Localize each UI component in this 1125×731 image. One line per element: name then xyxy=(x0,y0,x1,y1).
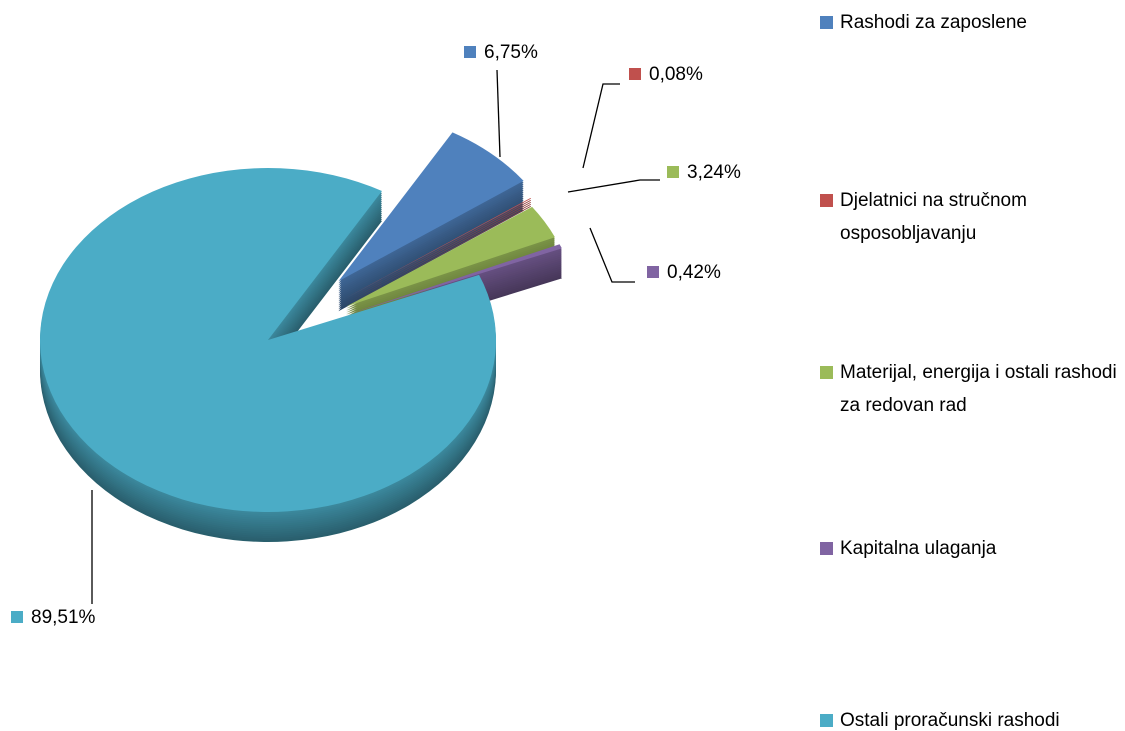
data-label: 6,75% xyxy=(484,42,538,63)
leader-line xyxy=(582,83,620,169)
legend-label: Ostali proračunski rashodi xyxy=(840,710,1060,731)
data-label: 3,24% xyxy=(687,162,741,183)
slice xyxy=(345,197,532,299)
leader-line xyxy=(567,179,660,193)
legend-swatch xyxy=(820,714,833,727)
legend-swatch xyxy=(820,16,833,29)
slice xyxy=(40,168,496,512)
label-swatch xyxy=(629,68,641,80)
label-swatch xyxy=(464,46,476,58)
legend-swatch xyxy=(820,194,833,207)
data-label: 0,08% xyxy=(649,64,703,85)
legend-label: Rashodi za zaposlene xyxy=(840,12,1027,33)
legend-swatch xyxy=(820,542,833,555)
label-swatch xyxy=(667,166,679,178)
slice xyxy=(338,132,524,282)
data-label: 89,51% xyxy=(31,607,96,628)
slice-side-layer xyxy=(345,203,532,305)
leader-line xyxy=(589,227,635,283)
label-swatch xyxy=(647,266,659,278)
legend-item: Kapitalna ulaganja xyxy=(818,532,1125,565)
slice xyxy=(350,244,562,314)
legend-item: Ostali proračunski rashodi xyxy=(818,704,1125,731)
slice-side-layer xyxy=(345,201,532,303)
leader-line xyxy=(496,69,501,158)
legend-label: Materijal, energija i ostali rashodi za … xyxy=(840,362,1117,416)
label-swatch xyxy=(11,611,23,623)
legend-item: Materijal, energija i ostali rashodi za … xyxy=(818,356,1125,422)
slice-side-layer xyxy=(345,199,532,301)
legend-label: Kapitalna ulaganja xyxy=(840,538,997,559)
legend-item: Rashodi za zaposlene xyxy=(818,6,1125,39)
data-label: 0,42% xyxy=(667,262,721,283)
legend-label: Djelatnici na stručnom osposobljavanju xyxy=(840,190,1027,244)
legend-item: Djelatnici na stručnom osposobljavanju xyxy=(818,184,1125,250)
slice xyxy=(346,206,555,307)
legend-swatch xyxy=(820,366,833,379)
slice-side-layer xyxy=(345,205,532,307)
